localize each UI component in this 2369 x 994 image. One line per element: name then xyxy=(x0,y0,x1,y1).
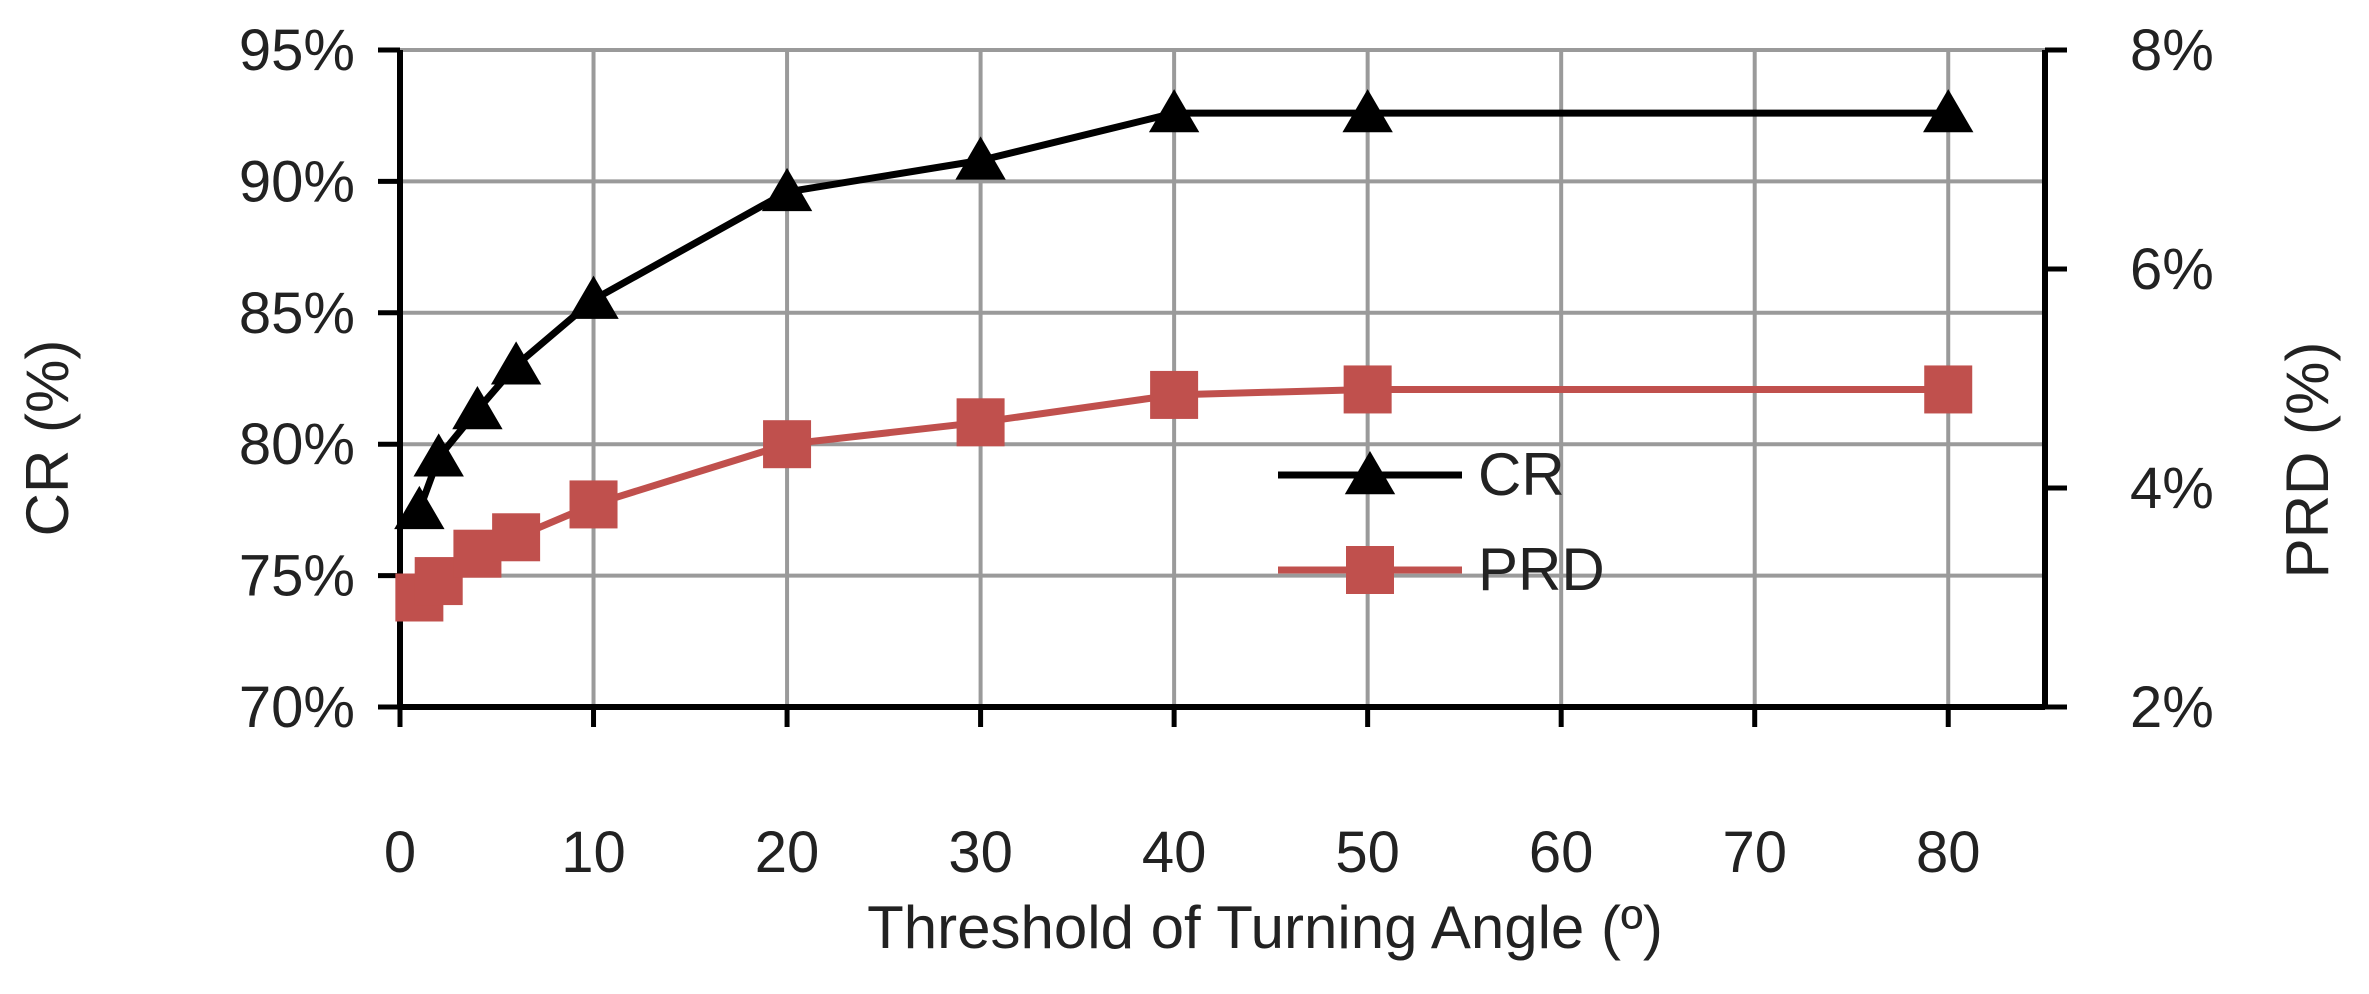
y-left-tick-label: 80% xyxy=(239,412,355,477)
y-right-tick-label: 4% xyxy=(2130,456,2214,521)
data-point-prd xyxy=(763,420,812,469)
legend-label-cr: CR xyxy=(1478,441,1565,508)
x-tick-label: 20 xyxy=(755,820,820,885)
data-point-cr xyxy=(394,485,445,530)
data-point-prd xyxy=(569,480,618,529)
y-right-tick-label: 8% xyxy=(2130,18,2214,83)
y-left-tick-label: 95% xyxy=(239,18,355,83)
legend: CR PRD xyxy=(1278,441,1605,603)
x-tick-label: 30 xyxy=(948,820,1013,885)
x-axis-title: Threshold of Turning Angle (º) xyxy=(867,894,1663,961)
x-tick-label: 50 xyxy=(1335,820,1400,885)
series-line-cr xyxy=(416,109,1949,512)
series-line-prd xyxy=(417,385,1949,601)
x-tick-label: 70 xyxy=(1722,820,1787,885)
legend-marker-cr xyxy=(1344,451,1396,495)
x-tick-label: 40 xyxy=(1142,820,1207,885)
y-axis-right-title: PRD (%) xyxy=(2274,342,2341,579)
x-tick-label: 10 xyxy=(561,820,626,885)
y-left-tick-label: 90% xyxy=(239,149,355,214)
data-point-cr xyxy=(761,167,813,212)
y-left-tick-label: 75% xyxy=(239,544,355,609)
tick-labels: 0 10 20 30 40 50 60 70 80 70% 75% 80% 85% 90% 95% 2% 4% 6… xyxy=(239,18,2214,885)
series-layer xyxy=(394,89,1974,622)
legend-label-prd: PRD xyxy=(1478,536,1605,603)
data-point-prd xyxy=(1343,365,1392,414)
data-point-cr xyxy=(490,341,542,385)
data-point-cr xyxy=(568,275,619,319)
y-axis-left-title: CR (%) xyxy=(14,340,81,537)
x-tick-label: 0 xyxy=(384,820,416,885)
data-point-cr xyxy=(1148,89,1200,133)
legend-marker-prd xyxy=(1346,546,1394,594)
data-point-cr xyxy=(452,386,503,430)
data-point-prd xyxy=(1150,370,1199,419)
y-left-tick-label: 70% xyxy=(239,675,355,740)
data-point-prd xyxy=(1924,365,1973,414)
data-point-cr xyxy=(1342,89,1393,133)
x-tick-label: 80 xyxy=(1916,820,1981,885)
x-tick-label: 60 xyxy=(1529,820,1594,885)
grid-lines xyxy=(400,48,2045,707)
data-point-prd xyxy=(492,513,541,562)
data-point-prd xyxy=(956,398,1005,447)
data-point-cr xyxy=(955,136,1006,180)
y-right-tick-label: 2% xyxy=(2130,675,2214,740)
data-point-cr xyxy=(413,433,464,477)
y-left-tick-label: 85% xyxy=(239,281,355,346)
y-right-tick-label: 6% xyxy=(2130,237,2214,302)
data-point-cr xyxy=(1923,89,1974,133)
